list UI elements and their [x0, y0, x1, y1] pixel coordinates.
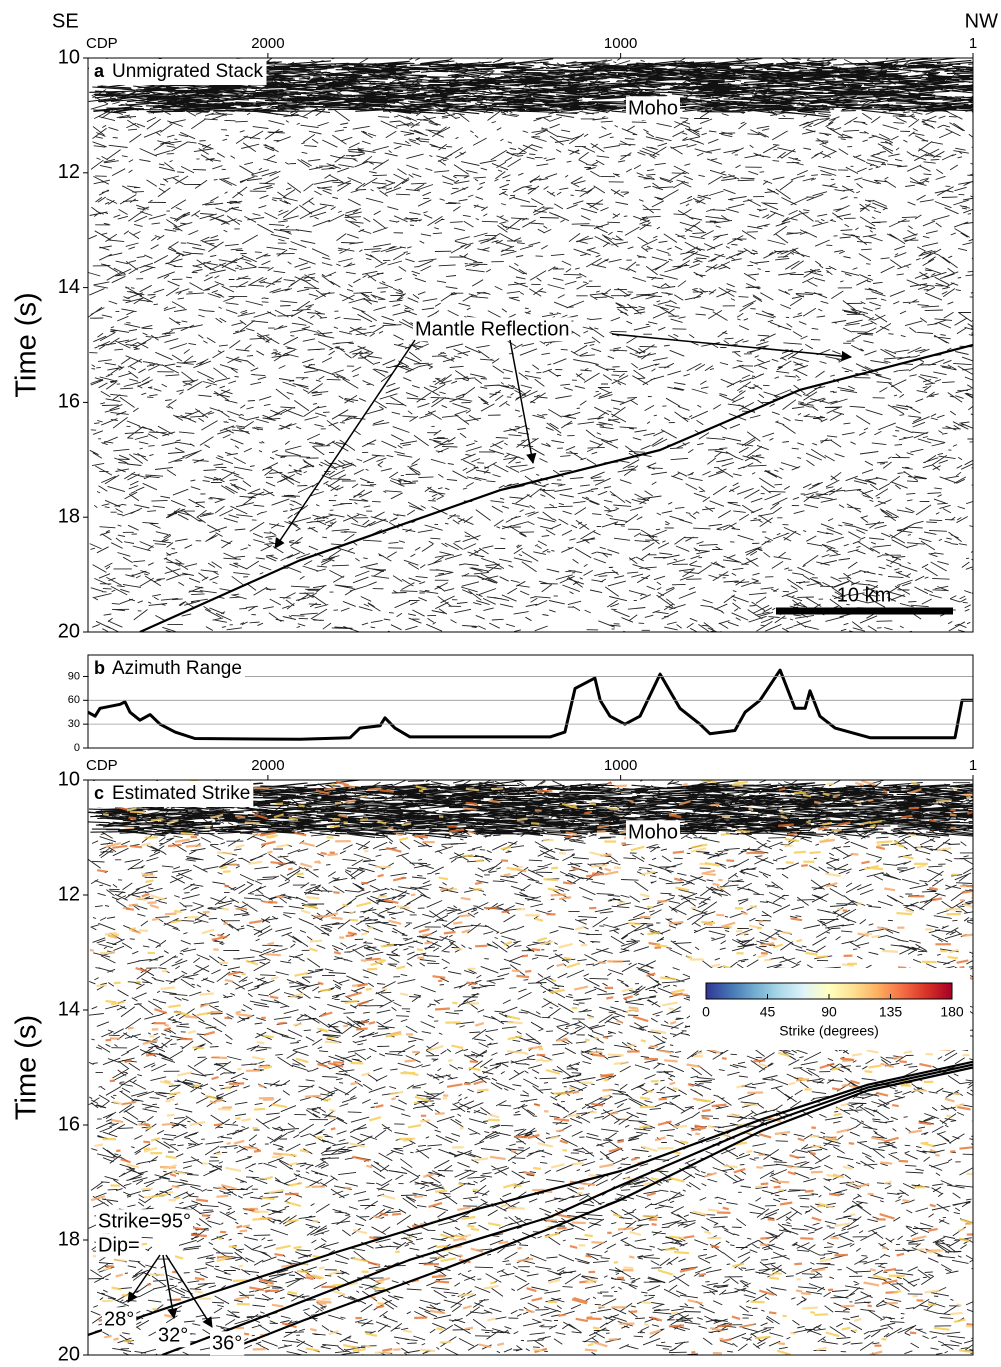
reflection-line	[214, 1066, 973, 1355]
line-label: 32°	[158, 1324, 188, 1346]
annotation: Dip=	[98, 1234, 140, 1256]
y-tick-label: 90	[68, 670, 80, 682]
y-tick-label: 16	[58, 391, 80, 413]
label-background	[89, 59, 267, 85]
direction-label: SE	[52, 10, 79, 32]
annotation-arrow	[611, 333, 853, 362]
colorbar-tick-label: 180	[940, 1004, 964, 1020]
label-background	[413, 317, 572, 342]
plot-area	[88, 58, 973, 632]
label-background	[102, 1307, 137, 1332]
plot-area	[88, 668, 973, 741]
moho-texture	[88, 780, 973, 839]
plot-area	[88, 780, 973, 1355]
reflection-line	[161, 1063, 973, 1355]
annotation: Moho	[628, 97, 678, 119]
y-tick-label: 20	[58, 620, 80, 642]
y-tick-label: 18	[58, 1228, 80, 1250]
x-tick-label: 2000	[251, 35, 284, 52]
line-label: 28°	[104, 1308, 134, 1330]
panel-title: b Azimuth Range	[89, 656, 245, 682]
line-label: 36°	[212, 1332, 242, 1354]
annotation: Strike=95°	[98, 1210, 191, 1232]
plot-frame	[87, 654, 974, 749]
label-background	[210, 1331, 245, 1356]
y-tick-label: 16	[58, 1113, 80, 1135]
x-tick-label: 1000	[604, 35, 637, 52]
annotation-arrow	[274, 339, 416, 549]
colorbar-tick-label: 135	[879, 1004, 903, 1020]
y-tick-label: 12	[58, 883, 80, 905]
y-tick-label: 18	[58, 505, 80, 527]
scale-bar-label: 10 km	[837, 584, 891, 606]
y-tick-label: 10	[58, 768, 80, 790]
x-tick-label: 2000	[251, 757, 284, 774]
direction-label: NW	[965, 10, 998, 32]
y-tick-label: 20	[58, 1343, 80, 1365]
label-background	[626, 820, 681, 845]
label-background	[626, 96, 681, 121]
colorbar-label: Strike (degrees)	[779, 1023, 879, 1039]
panel-letter: a	[94, 61, 105, 81]
panel-letter: b	[94, 658, 105, 678]
x-tick-label: 1	[969, 757, 977, 774]
colorbar-tick-label: 90	[821, 1004, 837, 1020]
azimuth-line	[88, 668, 973, 741]
y-tick-label: 60	[68, 694, 80, 706]
label-background	[156, 1323, 191, 1348]
colorbar-panel	[690, 968, 970, 1050]
y-tick-label: 30	[68, 718, 80, 730]
x-axis-label: CDP	[86, 35, 118, 52]
label-background	[96, 1233, 142, 1258]
label-background	[96, 1209, 194, 1234]
reflection-line	[139, 343, 973, 632]
colorbar-tick-label: 45	[760, 1004, 776, 1020]
plot-frame	[87, 57, 974, 633]
annotation-arrow	[509, 339, 537, 465]
label-background	[89, 781, 254, 807]
panel-title-text: Azimuth Range	[112, 658, 242, 679]
strike-texture	[92, 782, 973, 1354]
panel-title-text: Estimated Strike	[112, 783, 250, 804]
y-tick-label: 14	[58, 276, 80, 298]
panel-title-text: Unmigrated Stack	[112, 61, 264, 82]
annotation: Moho	[628, 821, 678, 843]
y-tick-label: 10	[58, 46, 80, 68]
seismic-texture	[88, 58, 973, 632]
annotation: Mantle Reflection	[415, 318, 570, 340]
seismic-texture	[88, 780, 973, 1355]
annotation-arrow	[162, 1254, 178, 1320]
y-tick-label: 0	[74, 742, 80, 754]
y-tick-label: 14	[58, 998, 80, 1020]
label-background	[89, 656, 245, 682]
panel-title: a Unmigrated Stack	[89, 59, 267, 85]
annotation-arrow	[127, 1254, 161, 1303]
x-tick-label: 1000	[604, 757, 637, 774]
panel-letter: c	[94, 783, 104, 803]
y-tick-label: 12	[58, 161, 80, 183]
y-axis-label: Time (s)	[11, 292, 43, 397]
y-axis-label: Time (s)	[11, 1015, 43, 1120]
plot-frame	[87, 779, 974, 1356]
colorbar-tick-label: 0	[702, 1004, 710, 1020]
annotation-arrow	[165, 1254, 213, 1328]
panel-title: c Estimated Strike	[89, 781, 254, 807]
x-tick-label: 1	[969, 35, 977, 52]
x-axis-label: CDP	[86, 757, 118, 774]
reflection-line	[88, 1060, 973, 1336]
